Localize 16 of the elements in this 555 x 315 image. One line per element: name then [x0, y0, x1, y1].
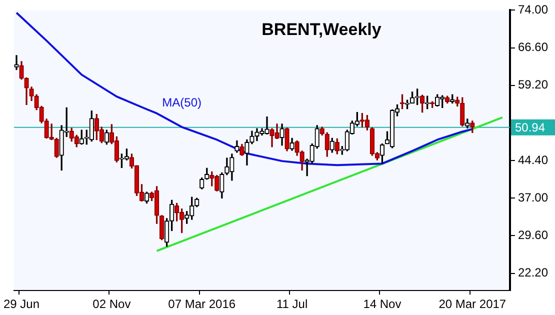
text: BRENT,Weekly [262, 20, 382, 39]
series-label: MA(50) [162, 95, 202, 110]
y-tick-label: 37.00 [518, 190, 548, 204]
x-tick-label: 20 Mar 2017 [438, 297, 506, 312]
y-tick-label: 74.00 [518, 2, 548, 17]
y-tick-label: 59.20 [518, 78, 548, 92]
x-tick-label: 02 Nov [92, 297, 131, 312]
y-tick-label: 22.20 [518, 266, 548, 280]
y-tick-label: 66.60 [518, 40, 548, 54]
y-tick-label: 44.40 [518, 152, 548, 167]
y-tick-label: 29.60 [518, 228, 548, 242]
ref-line-label: 50.94 [514, 120, 546, 135]
x-tick-label: 07 Mar 2016 [168, 297, 236, 312]
x-tick-label: 11 Jul [276, 297, 308, 312]
x-tick-label: 29 Jun [4, 297, 40, 312]
x-tick-label: 14 Nov [363, 297, 402, 312]
